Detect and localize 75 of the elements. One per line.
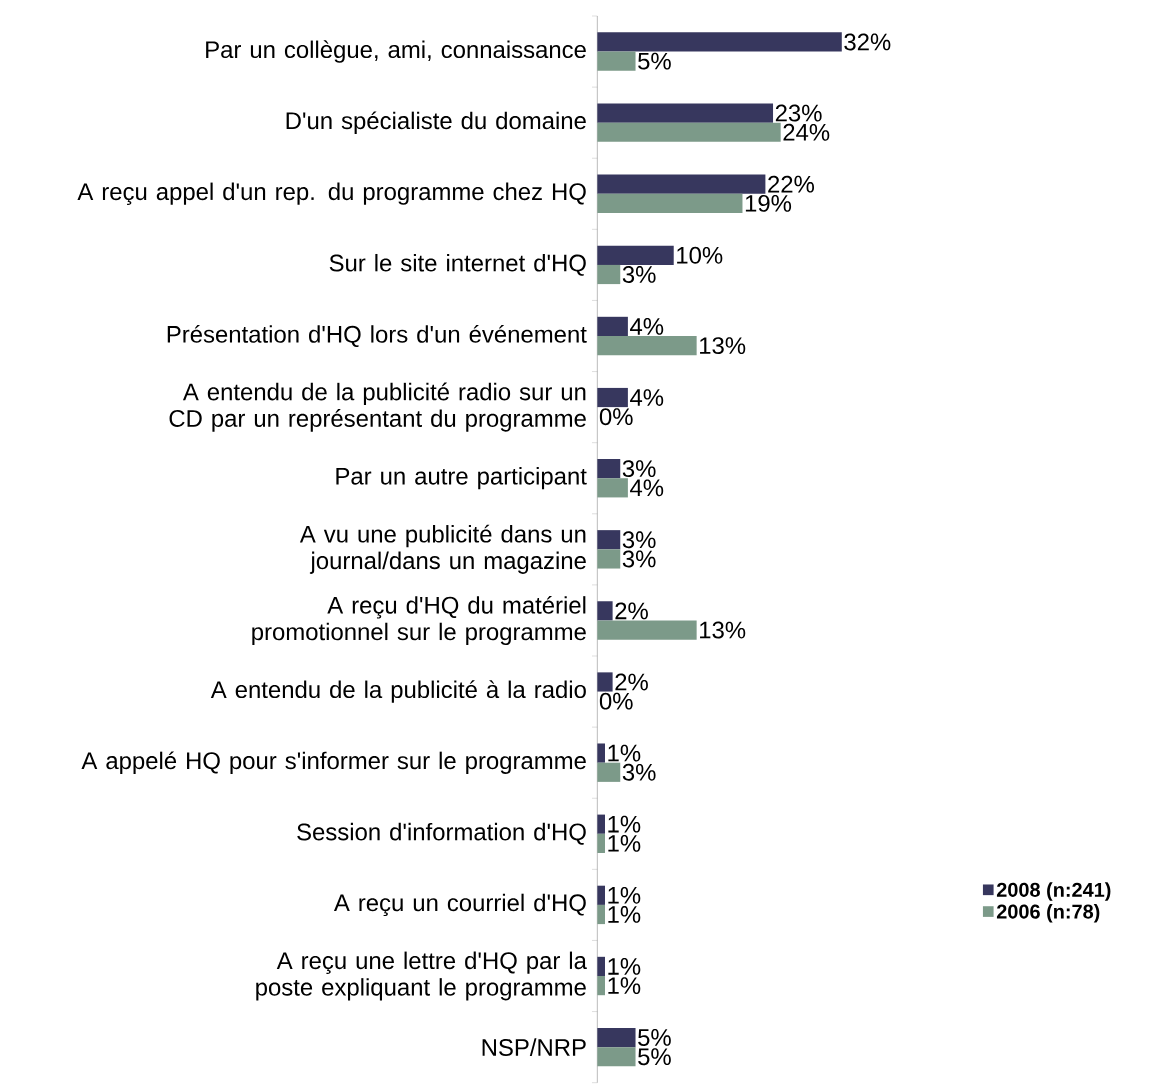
data-label: 1%	[608, 906, 641, 923]
y-tick-label: A reçu d'HQ du matériel promotionnel sur le programme	[252, 595, 586, 646]
legend-label: 2008 (n:241)	[996, 882, 1111, 901]
data-label: 1%	[608, 744, 641, 762]
data-label: 10%	[677, 246, 723, 264]
bar	[597, 956, 605, 977]
bar	[597, 316, 628, 337]
y-tick-label: A appelé HQ pour s'informer sur le programme	[81, 751, 586, 774]
y-tick-label: A entendu de la publicité radio sur un CD par un représentant du programme	[169, 382, 586, 432]
bar	[597, 976, 605, 996]
data-label: 1%	[608, 886, 641, 904]
bar	[597, 601, 613, 621]
y-tick-label: A reçu une lettre d'HQ par la poste expliquant le programme	[256, 951, 587, 1001]
bar	[597, 1027, 636, 1048]
data-label: 5%	[638, 1029, 671, 1046]
y-tick-label: Sur le site internet d'HQ	[329, 253, 586, 276]
data-label: 2%	[615, 602, 648, 620]
y-tick-label: A entendu de la publicité à la radio	[210, 680, 586, 703]
y-tick-label: A reçu appel d'un rep. du programme chez HQ	[77, 182, 586, 205]
y-tick-label: A vu une publicité dans un journal/dans un magazine	[299, 524, 586, 574]
data-label: 24%	[783, 123, 830, 141]
y-tick-label: Présentation d'HQ lors d'un événement	[167, 324, 587, 348]
data-label: 13%	[700, 621, 746, 639]
data-label: 1%	[608, 977, 641, 994]
y-tick-label: A reçu un courriel d'HQ	[333, 893, 586, 917]
data-label: 3%	[622, 460, 656, 478]
data-label: 4%	[630, 479, 664, 497]
data-label: 3%	[622, 550, 656, 568]
data-label: 13%	[700, 337, 746, 355]
data-label: 4%	[630, 318, 664, 335]
data-label: 3%	[622, 763, 656, 781]
data-label: 19%	[745, 194, 792, 212]
data-label: 3%	[622, 531, 656, 549]
bar	[597, 814, 605, 834]
y-tick-label: NSP/NRP	[482, 1038, 586, 1056]
bar	[597, 743, 605, 763]
bar	[597, 459, 621, 479]
data-label: 3%	[622, 266, 656, 283]
data-label: 5%	[638, 52, 671, 70]
data-label: 22%	[768, 175, 814, 193]
bar	[597, 336, 697, 356]
data-label: 0%	[599, 408, 633, 426]
data-label: 23%	[775, 104, 822, 122]
data-label: 1%	[608, 958, 641, 975]
data-label: 2%	[615, 673, 648, 691]
bar	[597, 245, 674, 265]
bar	[597, 478, 628, 498]
bar	[597, 530, 621, 550]
bar	[597, 672, 613, 692]
bar	[597, 549, 621, 569]
bar	[597, 51, 636, 71]
bar	[597, 174, 766, 194]
bar	[597, 620, 697, 640]
data-label: 1%	[608, 835, 641, 852]
data-label: 32%	[844, 33, 891, 51]
data-label: 0%	[599, 692, 633, 710]
bar	[597, 32, 842, 52]
bar	[597, 762, 621, 782]
bar	[597, 885, 605, 905]
bar	[597, 193, 743, 213]
y-tick-label: D'un spécialiste du domaine	[286, 111, 586, 134]
data-label: 1%	[608, 815, 641, 833]
y-tick-label: Par un autre participant	[336, 467, 587, 490]
bar	[597, 264, 621, 285]
data-label: 5%	[638, 1048, 671, 1066]
legend-label: 2006 (n:78)	[996, 904, 1100, 923]
y-tick-label: Session d'information d'HQ	[297, 822, 586, 845]
bar	[597, 833, 605, 853]
bar	[597, 103, 774, 123]
data-label: 4%	[630, 389, 664, 406]
y-tick-label: Par un collègue, ami, connaissance	[206, 40, 586, 63]
bar	[597, 1047, 636, 1067]
bar	[597, 904, 605, 925]
bar	[597, 387, 628, 408]
bar	[597, 122, 781, 142]
